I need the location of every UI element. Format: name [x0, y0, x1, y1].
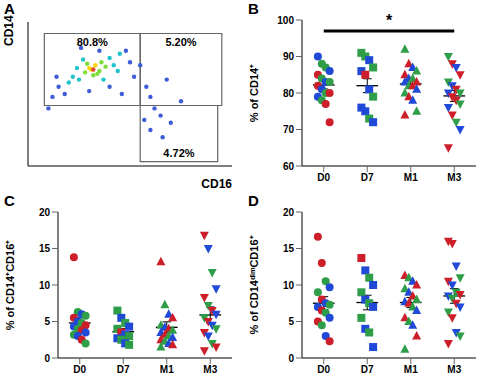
svg-text:0: 0	[288, 353, 294, 364]
svg-text:M3: M3	[447, 364, 461, 375]
svg-text:D7: D7	[361, 172, 374, 183]
svg-text:D0: D0	[317, 364, 330, 375]
svg-text:% of CD14ᵈⁱᵐCD16⁺: % of CD14ᵈⁱᵐCD16⁺	[248, 235, 260, 334]
svg-text:D7: D7	[361, 364, 374, 375]
svg-text:% of CD14⁺: % of CD14⁺	[248, 64, 260, 122]
html-text:B: B	[248, 0, 259, 17]
svg-text:10: 10	[39, 280, 51, 291]
svg-text:80.8%: 80.8%	[77, 36, 108, 48]
svg-text:4.72%: 4.72%	[163, 147, 194, 159]
svg-text:M3: M3	[447, 172, 461, 183]
svg-text:% of CD14⁺CD16⁺: % of CD14⁺CD16⁺	[8, 240, 16, 331]
svg-text:5.20%: 5.20%	[165, 36, 196, 48]
html-text:A: A	[4, 0, 15, 17]
svg-text:100: 100	[277, 15, 294, 26]
svg-text:80: 80	[283, 88, 295, 99]
svg-text:60: 60	[283, 161, 295, 172]
svg-text:15: 15	[283, 243, 295, 254]
svg-text:M1: M1	[404, 172, 418, 183]
svg-text:15: 15	[39, 243, 51, 254]
html-text:D: D	[248, 192, 259, 209]
svg-text:5: 5	[288, 316, 294, 327]
svg-text:M3: M3	[203, 364, 217, 375]
svg-text:20: 20	[39, 207, 51, 218]
html-text:C: C	[4, 192, 15, 209]
svg-text:CD14: CD14	[8, 15, 16, 46]
svg-text:10: 10	[283, 280, 295, 291]
svg-text:CD16: CD16	[201, 177, 232, 191]
svg-text:*: *	[386, 12, 393, 29]
svg-text:M1: M1	[404, 364, 418, 375]
svg-text:D0: D0	[317, 172, 330, 183]
svg-text:20: 20	[283, 207, 295, 218]
svg-text:90: 90	[283, 51, 295, 62]
svg-text:0: 0	[44, 353, 50, 364]
svg-text:5: 5	[44, 316, 50, 327]
svg-text:D0: D0	[73, 364, 86, 375]
svg-text:70: 70	[283, 124, 295, 135]
svg-text:M1: M1	[160, 364, 174, 375]
svg-text:D7: D7	[117, 364, 130, 375]
